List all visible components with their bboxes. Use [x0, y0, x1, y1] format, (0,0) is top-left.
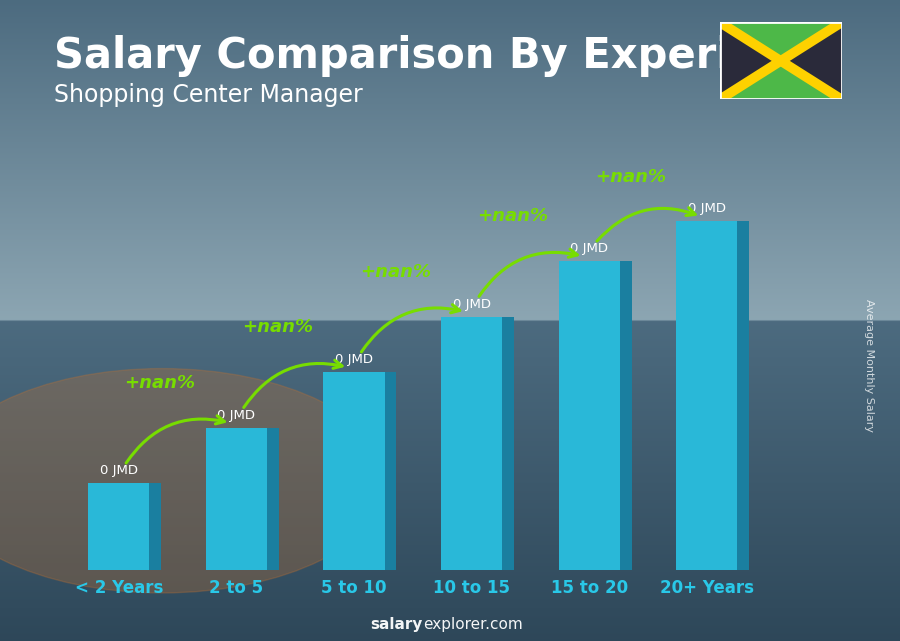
Polygon shape: [267, 428, 279, 570]
Polygon shape: [720, 22, 781, 99]
Bar: [676, 221, 737, 570]
Polygon shape: [781, 22, 842, 99]
Text: 0 JMD: 0 JMD: [688, 203, 726, 215]
Polygon shape: [384, 372, 396, 570]
Polygon shape: [149, 483, 161, 570]
Text: +nan%: +nan%: [477, 207, 548, 225]
Text: 0 JMD: 0 JMD: [100, 464, 138, 478]
Polygon shape: [620, 261, 632, 570]
Text: Average Monthly Salary: Average Monthly Salary: [863, 299, 874, 432]
Bar: [559, 261, 620, 570]
Polygon shape: [720, 22, 842, 99]
Polygon shape: [720, 22, 842, 61]
Text: +nan%: +nan%: [360, 263, 430, 281]
Ellipse shape: [0, 369, 387, 593]
Text: explorer.com: explorer.com: [423, 617, 523, 633]
Text: Salary Comparison By Experience: Salary Comparison By Experience: [54, 35, 842, 78]
Bar: [323, 372, 384, 570]
Text: +nan%: +nan%: [124, 374, 195, 392]
Bar: [441, 317, 502, 570]
Text: +nan%: +nan%: [595, 167, 666, 186]
Polygon shape: [737, 221, 749, 570]
Polygon shape: [502, 317, 514, 570]
Text: +nan%: +nan%: [242, 319, 313, 337]
Text: salary: salary: [371, 617, 423, 633]
Text: 0 JMD: 0 JMD: [217, 409, 256, 422]
Polygon shape: [720, 61, 842, 99]
Text: 0 JMD: 0 JMD: [453, 297, 490, 311]
Text: 0 JMD: 0 JMD: [571, 242, 608, 255]
Text: Shopping Center Manager: Shopping Center Manager: [54, 83, 363, 107]
Bar: [88, 483, 149, 570]
Text: 0 JMD: 0 JMD: [335, 353, 373, 366]
Bar: [206, 428, 267, 570]
